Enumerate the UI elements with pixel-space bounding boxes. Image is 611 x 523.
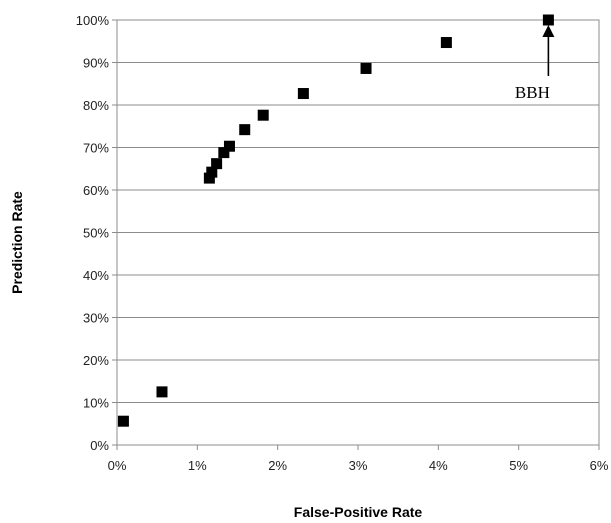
y-tick-label: 10% (83, 396, 109, 411)
data-point (239, 124, 251, 136)
annotation-label: BBH (515, 83, 550, 102)
x-tick-label: 6% (590, 458, 609, 473)
y-tick-label: 20% (83, 353, 109, 368)
data-point (156, 386, 168, 398)
y-tick-label: 100% (76, 13, 110, 28)
x-tick-label: 0% (108, 458, 127, 473)
data-point (211, 158, 223, 170)
y-axis-title: Prediction Rate (9, 191, 25, 294)
y-axis-ticks: 0% 10% 20% 30% 40% 50% 60% 70% 80% 90% 100% (76, 13, 117, 453)
data-point (206, 166, 218, 178)
data-point (297, 88, 309, 100)
y-tick-label: 0% (90, 438, 109, 453)
x-axis-title: False-Positive Rate (294, 504, 423, 520)
x-tick-label: 5% (509, 458, 528, 473)
y-tick-label: 30% (83, 311, 109, 326)
data-point (218, 147, 230, 159)
gridlines (117, 62, 599, 403)
y-tick-label: 60% (83, 183, 109, 198)
data-point (360, 62, 372, 74)
data-points (117, 14, 554, 427)
x-tick-label: 3% (349, 458, 368, 473)
x-tick-label: 4% (429, 458, 448, 473)
data-point (440, 37, 452, 49)
y-tick-label: 90% (83, 56, 109, 71)
y-tick-label: 50% (83, 226, 109, 241)
x-tick-label: 1% (188, 458, 207, 473)
data-point (542, 14, 554, 26)
y-tick-label: 80% (83, 98, 109, 113)
x-axis-ticks: 0% 1% 2% 3% 4% 5% 6% (108, 445, 609, 473)
data-point (257, 109, 269, 121)
y-tick-label: 70% (83, 141, 109, 156)
data-point (223, 140, 235, 152)
annotation-arrowhead (542, 25, 555, 37)
x-tick-label: 2% (268, 458, 287, 473)
y-tick-label: 40% (83, 268, 109, 283)
data-point (117, 415, 129, 427)
data-point (203, 172, 215, 184)
annotations: BBH (515, 25, 555, 102)
